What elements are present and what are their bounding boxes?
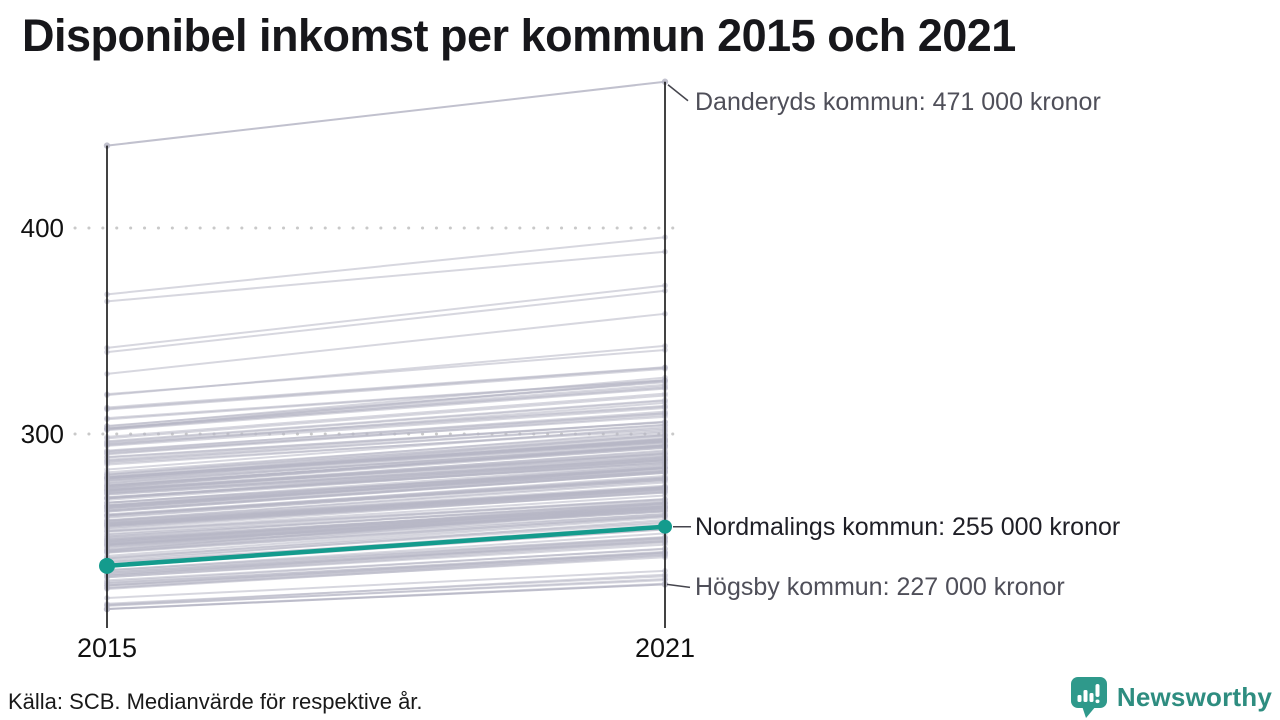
- annotation-nordmaling: Nordmalings kommun: 255 000 kronor: [695, 512, 1121, 541]
- slope-line: [106, 471, 666, 513]
- slope-line: [106, 284, 666, 349]
- slope-line: [106, 554, 666, 587]
- slope-line: [106, 459, 666, 500]
- slope-line: [106, 451, 666, 492]
- slope-line: [106, 548, 666, 582]
- slope-line: [106, 381, 666, 427]
- slope-line: [106, 423, 666, 462]
- slope-line: [106, 425, 666, 471]
- chart-title: Disponibel inkomst per kommun 2015 och 2…: [22, 10, 1016, 61]
- slope-line: [106, 494, 666, 532]
- slope-line: [106, 479, 666, 517]
- slope-line: [106, 80, 666, 147]
- slope-line: [106, 250, 666, 303]
- slope-line: [106, 392, 666, 438]
- annotation-connector: [667, 84, 689, 102]
- slope-line: [106, 506, 666, 552]
- slope-line: [106, 516, 666, 560]
- slope-line: [106, 440, 666, 479]
- slope-line: [106, 421, 666, 459]
- highlight-line: [106, 524, 666, 569]
- slope-line: [106, 399, 666, 443]
- y-tick-label: 300: [21, 419, 64, 449]
- slope-line: [106, 236, 666, 296]
- newsworthy-wordmark: Newsworthy: [1116, 681, 1272, 712]
- slope-line: [106, 536, 666, 571]
- slope-line: [106, 379, 666, 421]
- slope-line: [106, 312, 666, 375]
- slope-line: [106, 502, 666, 549]
- slope-line: [106, 575, 666, 605]
- slope-line: [106, 394, 666, 440]
- slope-line: [106, 554, 666, 590]
- slope-line: [106, 501, 666, 538]
- annotation-connector: [666, 583, 691, 589]
- slope-line: [106, 490, 666, 531]
- slope-line: [106, 541, 666, 579]
- slope-line: [106, 404, 666, 445]
- x-tick-label: 2015: [77, 633, 137, 663]
- slope-line: [106, 441, 666, 482]
- slope-line: [106, 569, 666, 599]
- slope-line: [106, 514, 666, 554]
- y-tick-label: 400: [21, 213, 64, 243]
- slope-line: [106, 430, 666, 476]
- slope-line: [106, 428, 666, 464]
- slope-line: [106, 344, 666, 397]
- slope-line: [106, 583, 666, 611]
- slope-line: [106, 479, 666, 522]
- slope-line: [106, 538, 666, 577]
- slope-line: [106, 407, 666, 447]
- annotation-hogsby: Högsby kommun: 227 000 kronor: [695, 573, 1065, 602]
- slope-line: [106, 443, 666, 484]
- slope-line: [106, 522, 666, 561]
- newsworthy-bubble-chart-icon: [1070, 677, 1107, 718]
- slope-line: [106, 579, 666, 607]
- slope-line: [106, 434, 666, 476]
- newsworthy-logo: Newsworthy: [1069, 676, 1272, 718]
- slope-line: [106, 412, 666, 452]
- slope-line: [106, 486, 666, 524]
- highlight-endpoint: [99, 557, 115, 574]
- slope-line: [106, 457, 666, 494]
- slope-line: [106, 383, 666, 430]
- slope-line: [106, 387, 666, 432]
- annotation-danderyd: Danderyds kommun: 471 000 kronor: [695, 87, 1101, 116]
- x-tick-label: 2021: [635, 633, 695, 663]
- slope-line: [106, 289, 666, 354]
- source-note: Källa: SCB. Medianvärde för respektive å…: [8, 689, 423, 714]
- highlight-endpoint: [658, 519, 672, 534]
- slope-line: [106, 444, 666, 489]
- slope-line: [106, 470, 666, 507]
- slope-line: [106, 366, 666, 410]
